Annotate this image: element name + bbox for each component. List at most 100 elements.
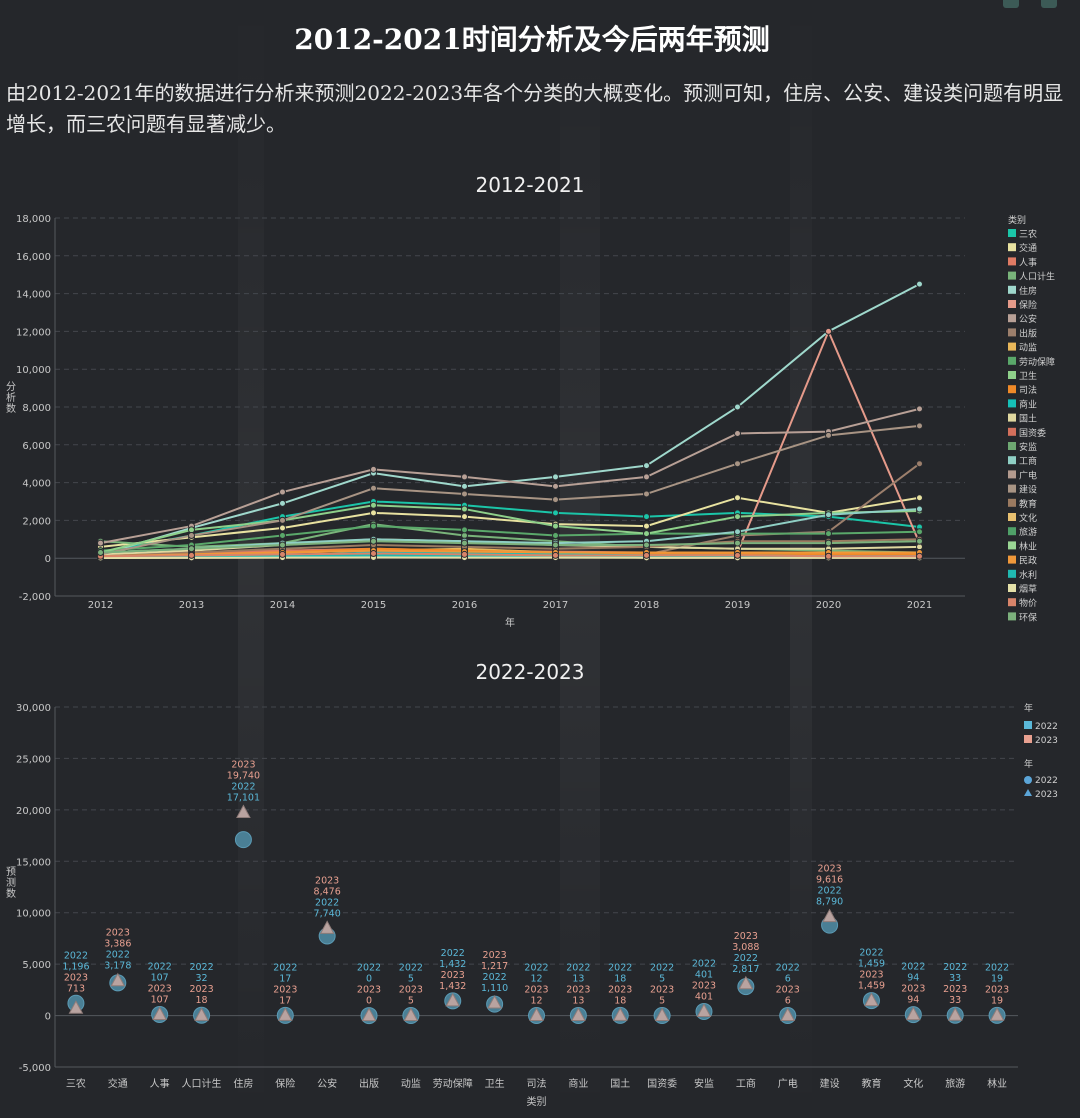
- data-point: [916, 552, 923, 560]
- series-line: [100, 538, 920, 558]
- x-tick-label: 卫生: [485, 1077, 505, 1090]
- data-point: [279, 488, 286, 496]
- legend-swatch: [1008, 541, 1016, 550]
- data-label-year: 2023: [817, 864, 841, 875]
- data-label-value: 18: [614, 995, 626, 1006]
- data-label-value: 18: [195, 995, 207, 1006]
- data-label-value: 3,386: [104, 939, 131, 950]
- data-label-value: 1,459: [858, 959, 885, 970]
- legend-swatch: [1008, 399, 1016, 408]
- data-point: [916, 460, 923, 468]
- y-tick-label: 25,000: [16, 754, 51, 765]
- legend-item: 卫生: [1008, 370, 1037, 382]
- data-label-year: 2022: [106, 950, 130, 961]
- data-label-value: 13: [572, 995, 584, 1006]
- x-tick-label: 司法: [527, 1077, 547, 1090]
- background-streak: [560, 0, 600, 1118]
- series-line: [100, 407, 920, 545]
- data-label-year: 2022: [273, 962, 297, 973]
- prev-page-button[interactable]: [1003, 0, 1019, 8]
- data-point: [643, 530, 650, 538]
- data-point: [825, 431, 832, 439]
- x-tick-label: 三农: [66, 1077, 86, 1090]
- data-label-year: 2022: [524, 962, 548, 973]
- y-tick-label: -5,000: [19, 1063, 51, 1074]
- data-point: [461, 539, 468, 547]
- y-tick-label: 20,000: [16, 806, 51, 817]
- data-label-year: 2022: [315, 897, 339, 908]
- data-point: [734, 513, 741, 521]
- legend-swatch: [1008, 342, 1016, 351]
- legend-label: 2023: [1035, 736, 1058, 746]
- data-point: [916, 280, 923, 288]
- point-2023: [319, 920, 335, 934]
- next-page-button[interactable]: [1041, 0, 1057, 8]
- legend-item: 教育: [1008, 498, 1037, 510]
- data-label-year: 2023: [566, 984, 590, 995]
- legend-item: 安监: [1008, 441, 1037, 453]
- legend-swatch: [1008, 300, 1016, 308]
- data-label-value: 12: [530, 973, 542, 984]
- data-label-value: 1,217: [481, 961, 508, 972]
- background-streak: [238, 0, 264, 1118]
- data-label-value: 2,817: [732, 964, 759, 975]
- data-point: [552, 551, 559, 559]
- line-chart-2012-2021: 2012-2021 -2,000 0 2,000 4,000 6,000 8,000 10,0…: [6, 173, 1055, 629]
- data-label-value: 401: [695, 969, 713, 980]
- data-label-year: 2023: [441, 970, 465, 981]
- point-2023: [110, 972, 126, 987]
- point-2023: [68, 1000, 84, 1014]
- data-point: [734, 460, 741, 468]
- legend-item: 交通: [1008, 242, 1037, 254]
- data-label-year: 2023: [483, 950, 507, 961]
- data-label-value: 9,616: [816, 875, 843, 886]
- legend-item: 公安: [1008, 313, 1037, 325]
- legend-swatch: [1008, 413, 1016, 422]
- legend-label: 保险: [1019, 299, 1037, 311]
- x-tick-label: 国土: [610, 1077, 630, 1090]
- point-2023: [696, 1003, 712, 1017]
- y-tick-label: 4,000: [22, 479, 51, 490]
- y-tick-label: 14,000: [16, 290, 51, 301]
- series-line: [100, 552, 920, 558]
- legend-swatch: [1008, 229, 1016, 237]
- legend-item: 三农: [1008, 228, 1037, 240]
- legend-item: 动监: [1008, 342, 1037, 354]
- legend-triangle-icon: [1024, 789, 1032, 796]
- data-label-year: 2022: [148, 961, 172, 972]
- legend-label: 烟草: [1019, 583, 1037, 595]
- legend-item: 建设: [1008, 484, 1037, 496]
- legend-label: 动监: [1019, 342, 1037, 354]
- data-point: [461, 526, 468, 534]
- legend-swatch: [1008, 385, 1016, 394]
- legend-swatch: [1008, 371, 1016, 379]
- data-label-value: 1,459: [858, 981, 885, 992]
- data-point: [461, 505, 468, 513]
- data-label-value: 18: [614, 973, 626, 984]
- x-tick-label: 2020: [816, 600, 841, 611]
- data-point: [461, 482, 468, 490]
- data-label-year: 2023: [943, 984, 967, 995]
- data-point: [825, 552, 832, 560]
- data-label-year: 2022: [231, 782, 255, 793]
- x-tick-label: 商业: [568, 1077, 588, 1090]
- data-label-year: 2023: [106, 928, 130, 939]
- data-point: [279, 499, 286, 507]
- data-label-year: 2022: [608, 962, 632, 973]
- legend-label: 2022: [1035, 722, 1058, 732]
- data-point: [916, 494, 923, 502]
- data-label-year: 2023: [148, 983, 172, 994]
- data-point: [825, 539, 832, 547]
- data-label-year: 2023: [985, 984, 1009, 995]
- data-point: [643, 490, 650, 498]
- data-point: [279, 524, 286, 532]
- legend-item: 国资委: [1008, 427, 1046, 439]
- data-point: [461, 473, 468, 481]
- legend-swatch: [1008, 427, 1016, 436]
- x-tick-label: 动监: [401, 1077, 421, 1090]
- data-label-value: 401: [695, 991, 713, 1002]
- legend-label: 劳动保障: [1019, 356, 1055, 368]
- data-point: [916, 528, 923, 536]
- point-2023: [654, 1007, 670, 1022]
- series-line: [100, 328, 921, 558]
